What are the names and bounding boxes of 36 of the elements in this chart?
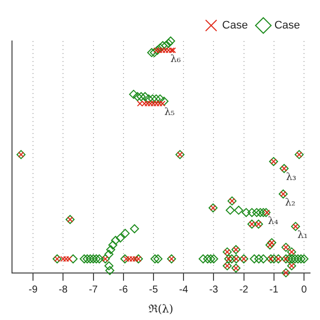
point — [156, 47, 162, 54]
x-tick-label: -8 — [58, 284, 68, 296]
point — [160, 47, 166, 54]
annotation: λ₁ — [297, 230, 308, 242]
x-tick-label: -2 — [239, 284, 249, 296]
x-tick-label: -4 — [179, 284, 188, 296]
point — [156, 100, 162, 107]
point — [141, 100, 148, 107]
point — [166, 47, 172, 54]
annotation: λ₄ — [268, 216, 278, 228]
point — [129, 256, 136, 262]
point — [144, 100, 150, 107]
point — [150, 100, 156, 107]
x-tick-label: -1 — [269, 284, 279, 296]
x-tick-label: -9 — [28, 284, 38, 296]
annotation: λ₅ — [164, 107, 175, 118]
legend-label: Case — [274, 20, 300, 32]
point — [154, 47, 160, 54]
annotation: λ₂ — [285, 198, 296, 209]
annotation: λ₆ — [170, 54, 181, 65]
point — [126, 256, 132, 262]
point — [66, 256, 72, 262]
x-axis-title: ℜ(λ) — [148, 302, 174, 316]
point — [162, 47, 168, 54]
point — [147, 100, 154, 107]
annotation: λ₃ — [286, 172, 296, 184]
point — [63, 256, 70, 262]
x-tick-label: -6 — [118, 284, 128, 296]
point — [154, 100, 160, 107]
x-tick-label: -5 — [149, 284, 158, 296]
point — [136, 100, 143, 107]
x-tick-label: 0 — [301, 284, 308, 296]
point — [60, 256, 66, 262]
x-tick-label: -7 — [88, 284, 98, 296]
x-tick-label: -3 — [209, 284, 219, 296]
legend-label: Case — [222, 20, 248, 32]
